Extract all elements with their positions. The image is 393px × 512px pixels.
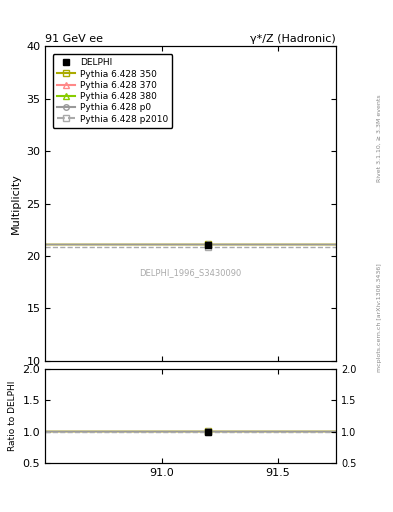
- Text: Rivet 3.1.10, ≥ 3.3M events: Rivet 3.1.10, ≥ 3.3M events: [377, 94, 382, 182]
- Legend: DELPHI, Pythia 6.428 350, Pythia 6.428 370, Pythia 6.428 380, Pythia 6.428 p0, P: DELPHI, Pythia 6.428 350, Pythia 6.428 3…: [53, 54, 173, 128]
- Text: γ*/Z (Hadronic): γ*/Z (Hadronic): [250, 34, 336, 44]
- Y-axis label: Multiplicity: Multiplicity: [11, 173, 21, 234]
- Text: mcplots.cern.ch [arXiv:1306.3436]: mcplots.cern.ch [arXiv:1306.3436]: [377, 263, 382, 372]
- Text: 91 GeV ee: 91 GeV ee: [45, 34, 103, 44]
- Y-axis label: Ratio to DELPHI: Ratio to DELPHI: [8, 381, 17, 451]
- Text: DELPHI_1996_S3430090: DELPHI_1996_S3430090: [140, 268, 242, 278]
